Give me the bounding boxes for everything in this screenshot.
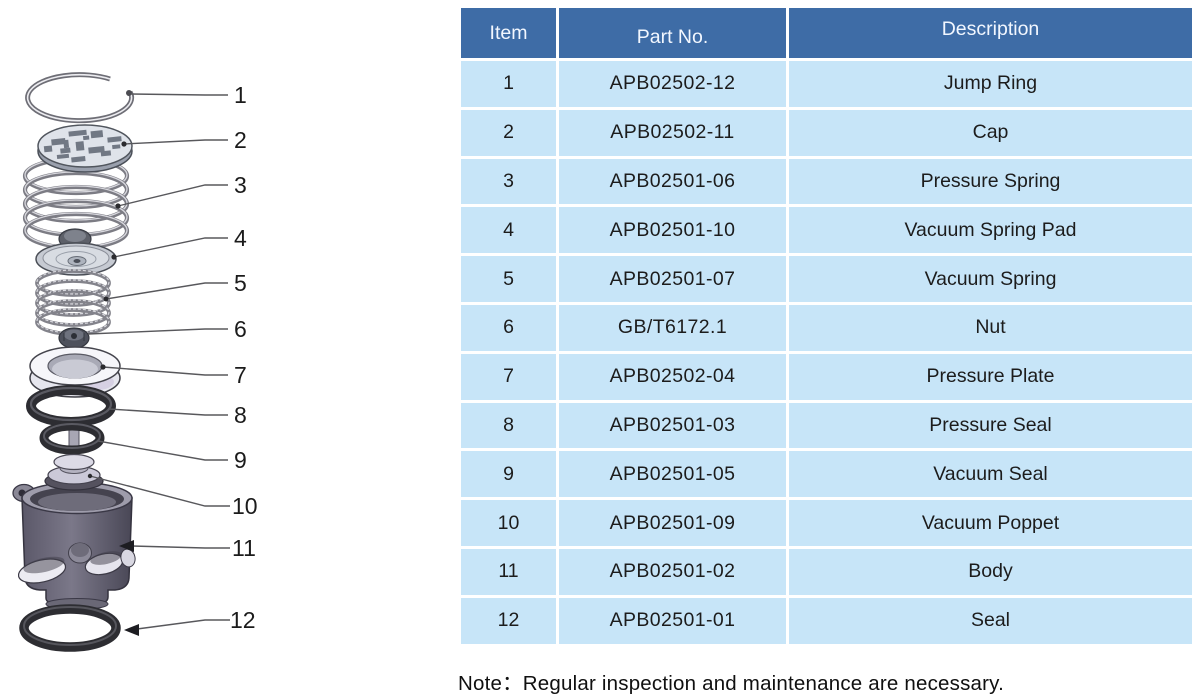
table-row: 2 APB02502-11 Cap <box>461 109 1192 156</box>
vacuum-seal-part <box>39 421 105 455</box>
table-row: 3 APB02501-06 Pressure Spring <box>461 158 1192 205</box>
callout-label-3: 3 <box>234 172 247 198</box>
callout-label-6: 6 <box>234 316 247 342</box>
cell-item: 9 <box>461 451 556 498</box>
seal-part <box>19 604 121 652</box>
cell-part-no: APB02502-04 <box>559 353 786 400</box>
cell-part-no: APB02501-05 <box>559 451 786 498</box>
table-header-description: Description <box>789 8 1192 58</box>
cell-description: Seal <box>789 597 1192 644</box>
cell-item: 5 <box>461 256 556 302</box>
cell-description: Body <box>789 548 1192 595</box>
exploded-view-diagram: 1 2 3 4 5 6 7 8 9 10 11 12 <box>12 72 258 652</box>
cell-part-no: APB02501-01 <box>559 597 786 644</box>
table-header-row: Item Part No. Description <box>461 8 1192 58</box>
pressure-spring-part <box>22 156 130 251</box>
table-row: 5 APB02501-07 Vacuum Spring <box>461 256 1192 302</box>
table-row: 8 APB02501-03 Pressure Seal <box>461 402 1192 449</box>
cell-part-no: APB02501-10 <box>559 207 786 254</box>
cell-item: 3 <box>461 158 556 205</box>
cell-item: 4 <box>461 207 556 254</box>
cell-description: Pressure Plate <box>789 353 1192 400</box>
callout-label-9: 9 <box>234 447 247 473</box>
vacuum-spring-part <box>35 269 111 336</box>
table-row: 11 APB02501-02 Body <box>461 548 1192 595</box>
cell-part-no: APB02501-07 <box>559 256 786 302</box>
cell-item: 6 <box>461 304 556 351</box>
cell-description: Nut <box>789 304 1192 351</box>
cell-item: 8 <box>461 402 556 449</box>
note-text: Note：Regular inspection and maintenance … <box>458 672 1005 695</box>
callout-label-11: 11 <box>232 535 256 561</box>
cell-part-no: APB02502-12 <box>559 61 786 107</box>
callout-label-8: 8 <box>234 402 247 428</box>
table-header-item: Item <box>461 8 556 58</box>
cell-item: 1 <box>461 61 556 107</box>
cell-description: Pressure Spring <box>789 158 1192 205</box>
callout-lines <box>87 93 230 636</box>
callout-label-12: 12 <box>230 607 256 633</box>
cell-part-no: APB02501-03 <box>559 402 786 449</box>
cell-part-no: APB02501-02 <box>559 548 786 595</box>
table-row: 10 APB02501-09 Vacuum Poppet <box>461 500 1192 546</box>
jump-ring-part <box>25 72 135 124</box>
cell-description: Vacuum Spring Pad <box>789 207 1192 254</box>
cell-description: Vacuum Seal <box>789 451 1192 498</box>
pressure-seal-part <box>26 385 116 427</box>
callout-label-10: 10 <box>232 493 258 519</box>
cell-item: 11 <box>461 548 556 595</box>
cell-part-no: APB02501-06 <box>559 158 786 205</box>
vacuum-poppet-stack <box>44 453 104 491</box>
cell-description: Vacuum Spring <box>789 256 1192 302</box>
cell-description: Cap <box>789 109 1192 156</box>
table-header-part-no: Part No. <box>559 8 786 58</box>
cell-part-no: GB/T6172.1 <box>559 304 786 351</box>
cell-item: 2 <box>461 109 556 156</box>
body-part <box>12 481 136 610</box>
cell-part-no: APB02502-11 <box>559 109 786 156</box>
cell-item: 7 <box>461 353 556 400</box>
callout-label-4: 4 <box>234 225 247 251</box>
callout-label-2: 2 <box>234 127 247 153</box>
cell-item: 10 <box>461 500 556 546</box>
table-row: 9 APB02501-05 Vacuum Seal <box>461 451 1192 498</box>
table-row: 6 GB/T6172.1 Nut <box>461 304 1192 351</box>
cap-part <box>37 124 133 173</box>
nut-part <box>58 327 90 349</box>
table-row: 1 APB02502-12 Jump Ring <box>461 61 1192 107</box>
callout-label-5: 5 <box>234 270 247 296</box>
cell-part-no: APB02501-09 <box>559 500 786 546</box>
callout-label-7: 7 <box>234 362 247 388</box>
table-row: 4 APB02501-10 Vacuum Spring Pad <box>461 207 1192 254</box>
table-row: 12 APB02501-01 Seal <box>461 597 1192 644</box>
parts-table: Item Part No. Description 1 APB02502-12 … <box>461 8 1192 647</box>
table-row: 7 APB02502-04 Pressure Plate <box>461 353 1192 400</box>
callout-label-1: 1 <box>234 82 247 108</box>
cell-item: 12 <box>461 597 556 644</box>
vacuum-spring-pad-part <box>35 228 117 276</box>
cell-description: Vacuum Poppet <box>789 500 1192 546</box>
cell-description: Jump Ring <box>789 61 1192 107</box>
cell-description: Pressure Seal <box>789 402 1192 449</box>
table-body: 1 APB02502-12 Jump Ring 2 APB02502-11 Ca… <box>461 61 1192 644</box>
